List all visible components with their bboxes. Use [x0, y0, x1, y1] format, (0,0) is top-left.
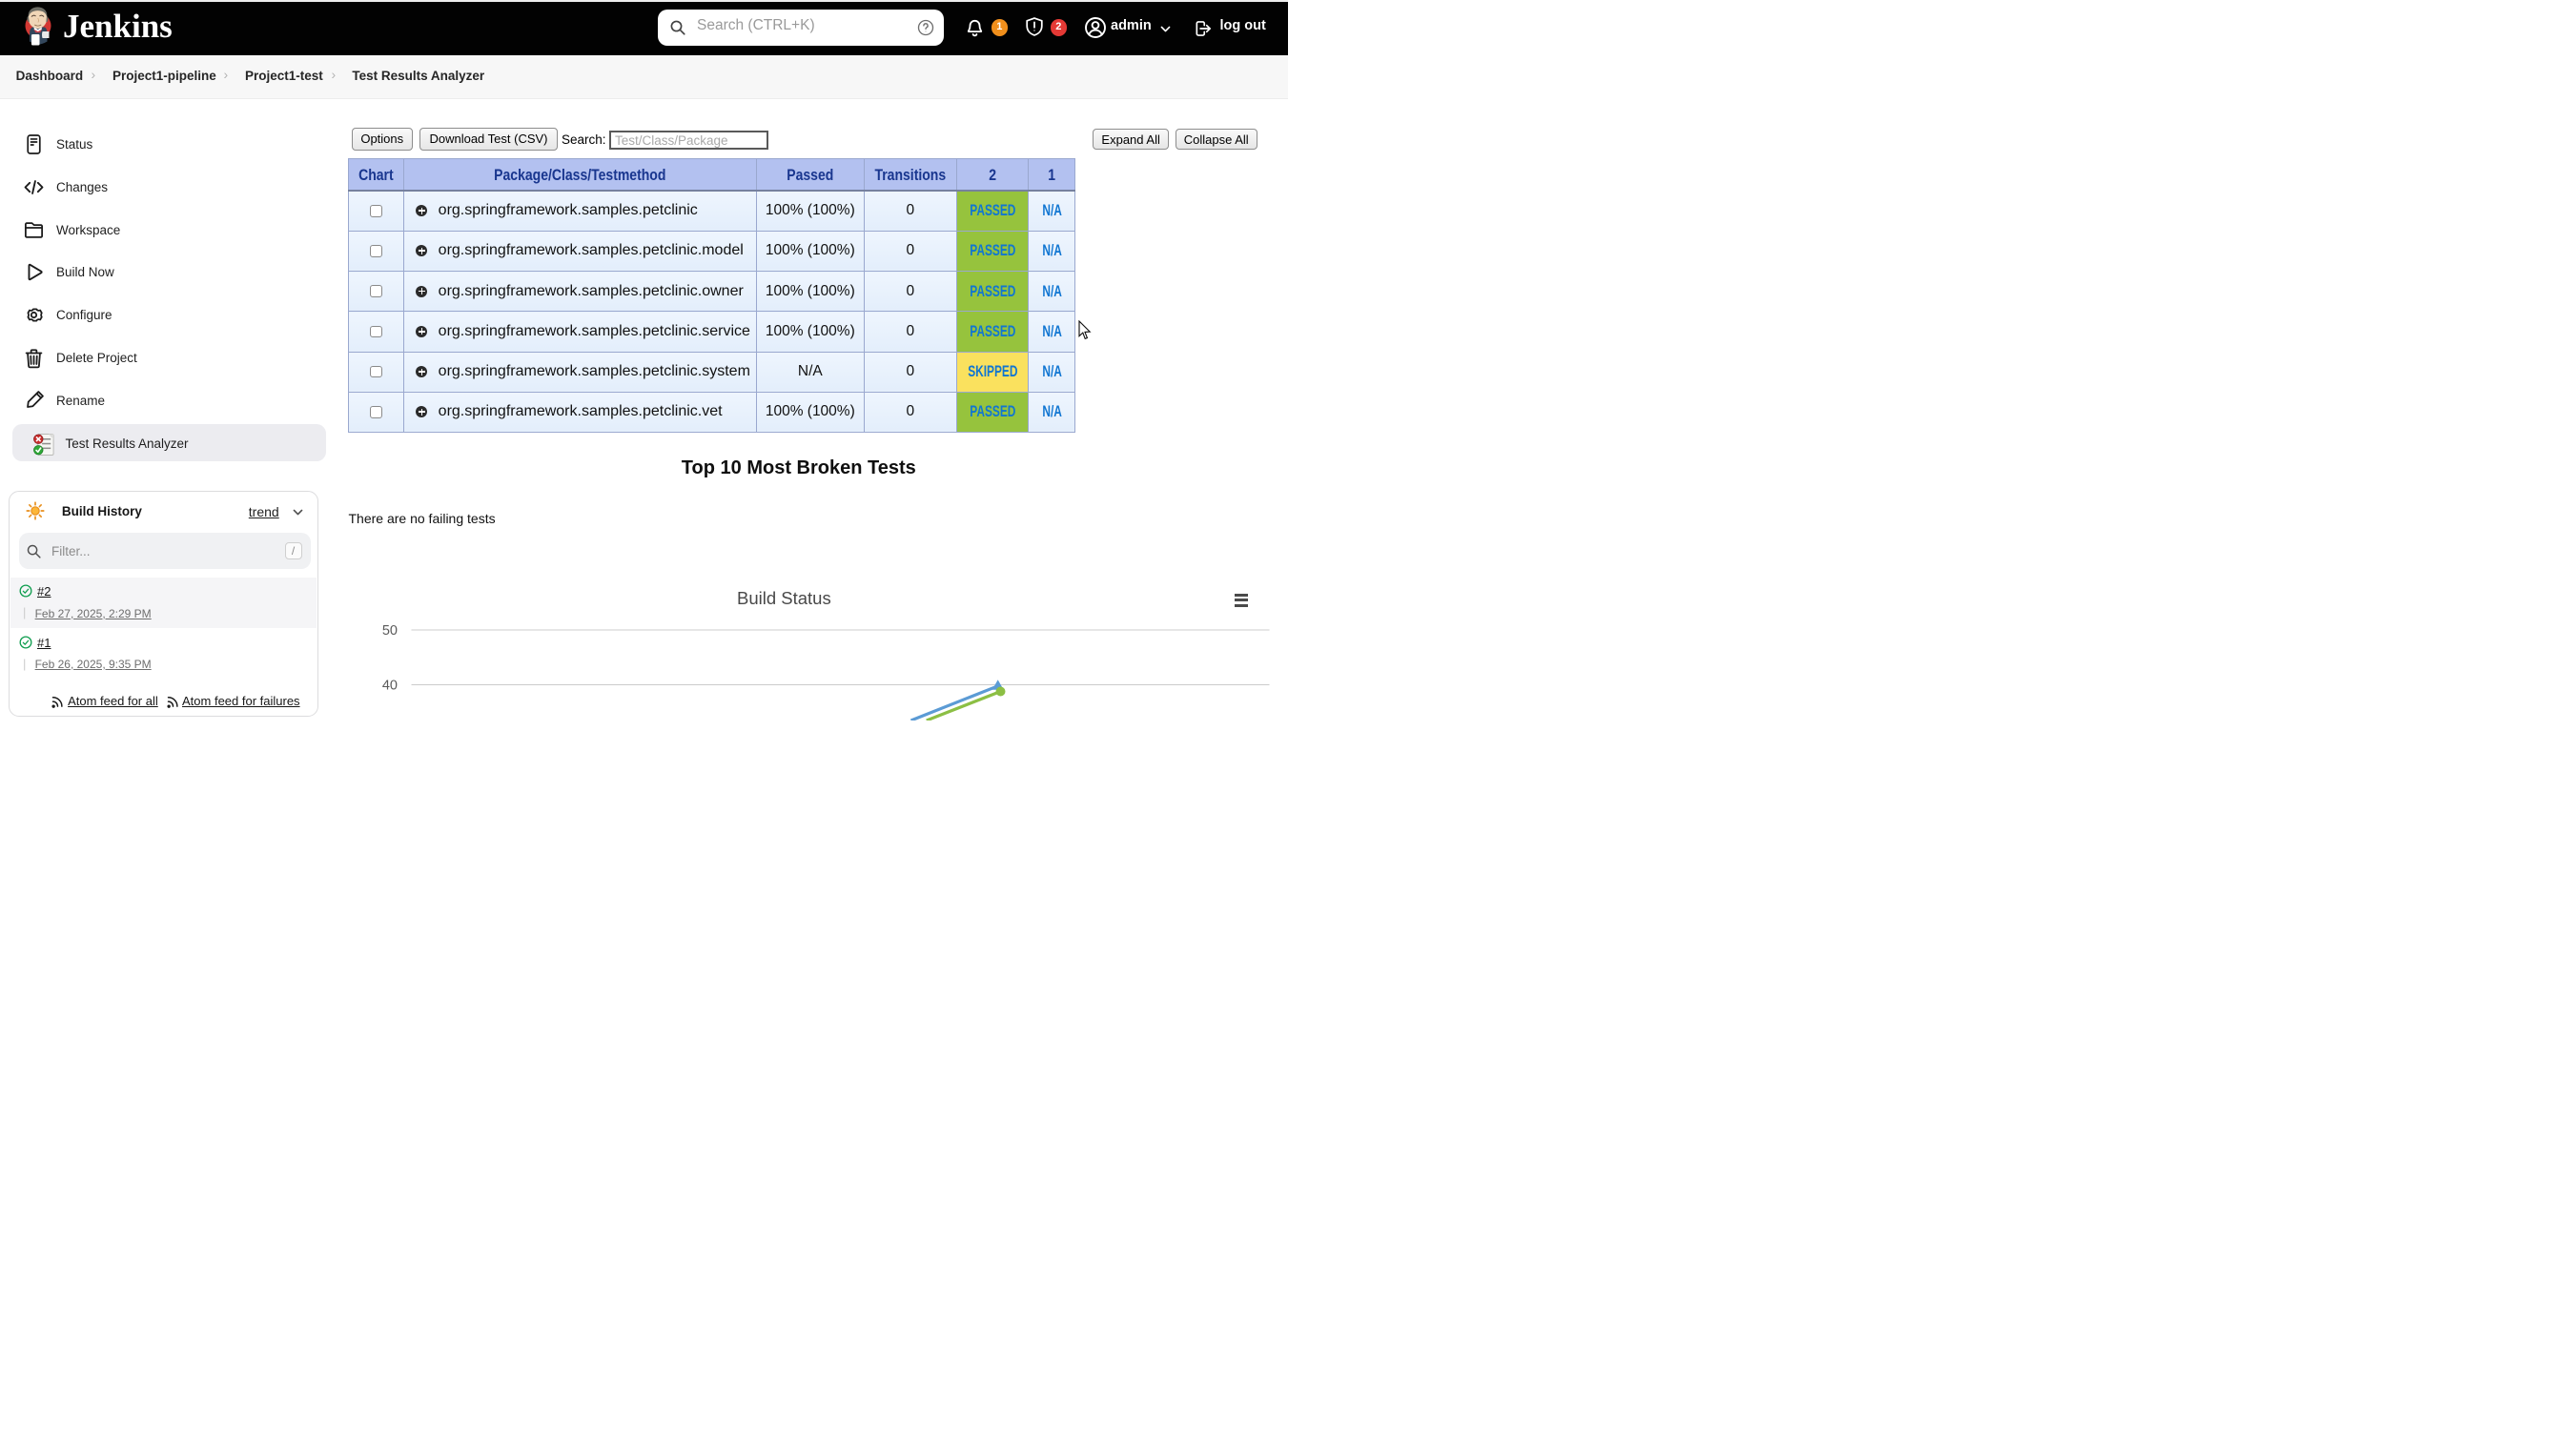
svg-text:40: 40	[382, 679, 398, 694]
svg-text:50: 50	[382, 623, 398, 639]
